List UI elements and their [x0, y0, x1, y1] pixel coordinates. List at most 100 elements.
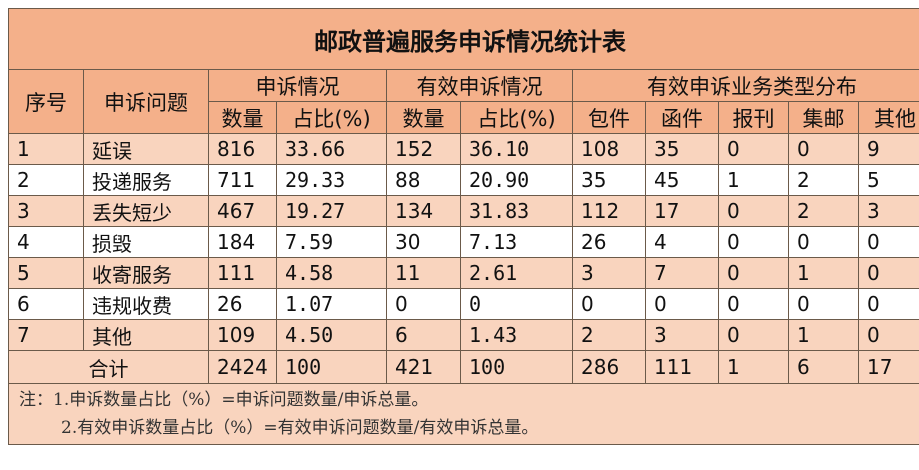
cell-newspaper: 0 — [718, 195, 789, 227]
cell-valid-ratio: 36.10 — [460, 133, 573, 165]
note-line-2: 2.有效申诉数量占比（%）=有效申诉问题数量/有效申诉总量。 — [61, 418, 539, 438]
total-ratio: 100 — [276, 350, 387, 384]
cell-parcel: 3 — [572, 257, 646, 289]
total-stamp: 6 — [788, 350, 859, 384]
cell-issue: 损毁 — [83, 226, 209, 258]
cell-other: 5 — [857, 164, 919, 196]
cell-issue: 丢失短少 — [83, 195, 209, 227]
table-row: 4 损毁 184 7.59 30 7.13 26 4 0 0 0 — [8, 226, 919, 258]
header-ratio: 占比(%) — [276, 101, 387, 134]
cell-ratio: 33.66 — [276, 133, 387, 165]
cell-stamp: 2 — [788, 195, 859, 227]
table-row: 2 投递服务 711 29.33 88 20.90 35 45 1 2 5 — [8, 164, 919, 196]
cell-ratio: 7.59 — [276, 226, 387, 258]
cell-newspaper: 0 — [718, 319, 789, 351]
cell-parcel: 0 — [572, 288, 646, 320]
cell-stamp: 0 — [788, 226, 859, 258]
total-label: 合计 — [8, 350, 209, 384]
cell-other: 3 — [857, 195, 919, 227]
header-complaints: 申诉情况 — [208, 69, 387, 102]
cell-valid-count: 6 — [386, 319, 461, 351]
cell-count: 467 — [208, 195, 277, 227]
cell-stamp: 1 — [788, 319, 859, 351]
total-parcel: 286 — [572, 350, 646, 384]
cell-valid-count: 0 — [386, 288, 461, 320]
cell-valid-ratio: 0 — [460, 288, 573, 320]
cell-parcel: 112 — [572, 195, 646, 227]
header-valid-count: 数量 — [386, 101, 461, 134]
header-business-distribution: 有效申诉业务类型分布 — [571, 69, 919, 102]
note-line-1: 注：1.申诉数量占比（%）=申诉问题数量/申诉总量。 — [19, 390, 429, 410]
cell-seq: 2 — [8, 164, 84, 196]
cell-valid-ratio: 2.61 — [460, 257, 573, 289]
cell-issue: 投递服务 — [83, 164, 209, 196]
total-valid-ratio: 100 — [460, 350, 573, 384]
table-row: 7 其他 109 4.50 6 1.43 2 3 0 1 0 — [8, 319, 919, 351]
cell-valid-count: 134 — [386, 195, 461, 227]
header-other: 其他 — [857, 101, 919, 134]
cell-newspaper: 0 — [718, 288, 789, 320]
cell-newspaper: 0 — [718, 257, 789, 289]
cell-letter: 17 — [645, 195, 719, 227]
total-newspaper: 1 — [718, 350, 789, 384]
cell-newspaper: 0 — [718, 226, 789, 258]
cell-letter: 45 — [645, 164, 719, 196]
notes-cell: 注：1.申诉数量占比（%）=申诉问题数量/申诉总量。 2.有效申诉数量占比（%）… — [7, 383, 919, 445]
header-issue: 申诉问题 — [83, 69, 209, 134]
cell-letter: 0 — [645, 288, 719, 320]
cell-newspaper: 0 — [718, 133, 789, 165]
total-letter: 111 — [645, 350, 719, 384]
notes-row: 注：1.申诉数量占比（%）=申诉问题数量/申诉总量。 2.有效申诉数量占比（%）… — [7, 383, 919, 445]
cell-count: 184 — [208, 226, 277, 258]
cell-letter: 3 — [645, 319, 719, 351]
cell-other: 0 — [857, 319, 919, 351]
cell-issue: 其他 — [83, 319, 209, 351]
header-parcel: 包件 — [572, 101, 646, 134]
cell-other: 0 — [857, 257, 919, 289]
cell-letter: 35 — [645, 133, 719, 165]
header-letter: 函件 — [645, 101, 719, 134]
cell-valid-ratio: 20.90 — [460, 164, 573, 196]
cell-stamp: 0 — [788, 288, 859, 320]
cell-other: 0 — [857, 288, 919, 320]
cell-letter: 4 — [645, 226, 719, 258]
cell-ratio: 19.27 — [276, 195, 387, 227]
cell-seq: 1 — [8, 133, 84, 165]
cell-newspaper: 1 — [718, 164, 789, 196]
cell-parcel: 26 — [572, 226, 646, 258]
cell-other: 0 — [857, 226, 919, 258]
table-row: 6 违规收费 26 1.07 0 0 0 0 0 0 0 — [8, 288, 919, 320]
cell-stamp: 0 — [788, 133, 859, 165]
header-stamp: 集邮 — [788, 101, 859, 134]
cell-other: 9 — [857, 133, 919, 165]
total-row: 合计 2424 100 421 100 286 111 1 6 17 — [8, 350, 919, 384]
cell-issue: 违规收费 — [83, 288, 209, 320]
cell-letter: 7 — [645, 257, 719, 289]
cell-ratio: 29.33 — [276, 164, 387, 196]
cell-valid-ratio: 1.43 — [460, 319, 573, 351]
cell-parcel: 35 — [572, 164, 646, 196]
cell-seq: 6 — [8, 288, 84, 320]
header-count: 数量 — [208, 101, 277, 134]
cell-seq: 3 — [8, 195, 84, 227]
header-valid-complaints: 有效申诉情况 — [386, 69, 573, 102]
table-row: 3 丢失短少 467 19.27 134 31.83 112 17 0 2 3 — [8, 195, 919, 227]
header-valid-ratio: 占比(%) — [460, 101, 573, 134]
cell-ratio: 4.58 — [276, 257, 387, 289]
header-newspaper: 报刊 — [718, 101, 789, 134]
cell-stamp: 2 — [788, 164, 859, 196]
statistics-table-container: 邮政普遍服务申诉情况统计表 序号 申诉问题 申诉情况 有效申诉情况 有效申诉业务… — [7, 8, 919, 462]
cell-valid-ratio: 7.13 — [460, 226, 573, 258]
cell-count: 816 — [208, 133, 277, 165]
cell-count: 109 — [208, 319, 277, 351]
table-title: 邮政普遍服务申诉情况统计表 — [7, 8, 919, 70]
postal-complaints-table: 邮政普遍服务申诉情况统计表 序号 申诉问题 申诉情况 有效申诉情况 有效申诉业务… — [7, 8, 919, 445]
cell-count: 26 — [208, 288, 277, 320]
total-valid-count: 421 — [386, 350, 461, 384]
cell-count: 711 — [208, 164, 277, 196]
cell-issue: 延误 — [83, 133, 209, 165]
cell-valid-count: 11 — [386, 257, 461, 289]
cell-valid-count: 88 — [386, 164, 461, 196]
total-other: 17 — [857, 350, 919, 384]
cell-count: 111 — [208, 257, 277, 289]
